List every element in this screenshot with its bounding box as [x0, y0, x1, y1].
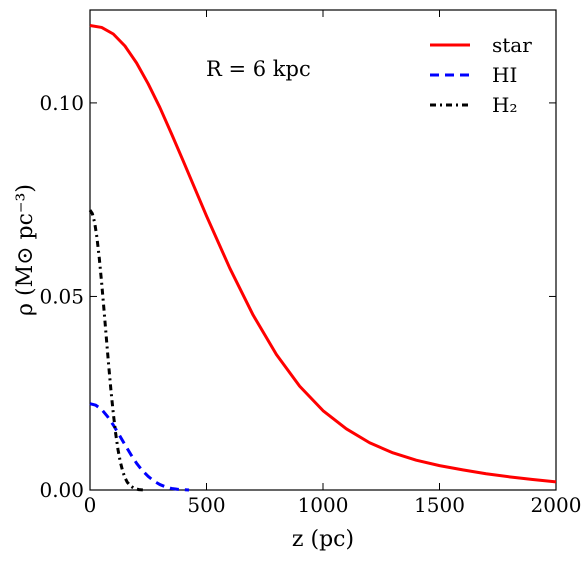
- x-tick-label: 0: [84, 493, 97, 517]
- plot-frame: [89, 9, 557, 491]
- y-tick-label: 0.10: [39, 91, 84, 115]
- y-tick-label: 0.05: [39, 284, 84, 308]
- y-tick-label: 0.00: [39, 478, 84, 502]
- legend-label: H₂: [492, 93, 517, 117]
- x-axis-label: z (pc): [292, 527, 354, 552]
- series-lines: [88, 24, 557, 492]
- y-axis-label: ρ (M⊙ pc⁻³): [13, 184, 38, 316]
- x-tick-label: 1000: [298, 493, 349, 517]
- x-tick-label: 1500: [414, 493, 465, 517]
- legend-label: star: [492, 33, 532, 57]
- x-tick-label: 2000: [531, 493, 582, 517]
- series-line-1: [89, 24, 557, 484]
- radius-annotation: R = 6 kpc: [206, 57, 311, 81]
- legend-label: HI: [492, 63, 517, 87]
- series-line-3: [88, 209, 144, 492]
- axis-ticks: 0 500 1000 1500 2000 0.00 0.05 0.10: [39, 10, 581, 517]
- series-line-2: [89, 402, 190, 492]
- x-tick-label: 500: [187, 493, 225, 517]
- legend: star HI H₂: [430, 33, 532, 117]
